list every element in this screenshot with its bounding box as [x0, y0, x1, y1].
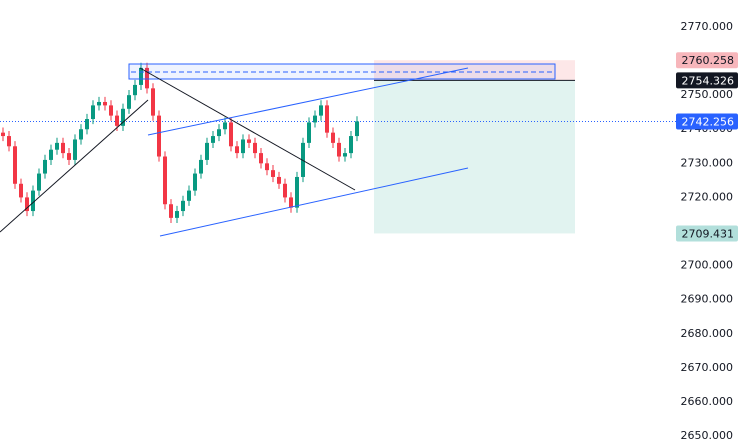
candle-body	[145, 67, 149, 89]
candle-body	[151, 88, 155, 116]
y-tick-label: 2730.000	[681, 156, 734, 169]
stop-zone	[374, 60, 575, 81]
y-tick-label: 2770.000	[681, 20, 734, 33]
candle-body	[193, 173, 197, 191]
candle-body	[85, 119, 89, 130]
target-zone	[374, 80, 575, 234]
candle-body	[337, 142, 341, 157]
candle-body	[103, 101, 107, 106]
candle-body	[223, 122, 227, 130]
candle-body	[175, 211, 179, 218]
price-label: 2760.258	[682, 54, 735, 67]
price-label: 2709.431	[682, 227, 735, 240]
candle-body	[289, 197, 293, 208]
candle-body	[349, 136, 353, 154]
candle-body	[37, 173, 41, 191]
candle-body	[319, 105, 323, 116]
candle-body	[1, 132, 5, 137]
candle-body	[217, 129, 221, 137]
candle-body	[181, 200, 185, 212]
candle-body	[55, 142, 59, 150]
candle-body	[277, 176, 281, 184]
price-label-box	[676, 72, 738, 89]
candle-body	[133, 84, 137, 96]
drawings	[0, 63, 556, 237]
candle-body	[97, 101, 101, 106]
price-axis: 2650.000 2660.000 2670.000 2680.000 2690.000…	[676, 20, 738, 442]
candle-body	[307, 122, 311, 143]
candle-body	[67, 153, 71, 160]
candle-body	[241, 139, 245, 154]
candle-body	[331, 132, 335, 143]
candle-body	[313, 115, 317, 123]
price-label-box	[676, 225, 738, 242]
candle-body	[271, 170, 275, 177]
candle-body	[205, 142, 209, 160]
candle-body	[73, 139, 77, 160]
candle-body	[79, 129, 83, 140]
candle-body	[13, 146, 17, 184]
candle-body	[235, 146, 239, 154]
y-tick-label: 2700.000	[681, 259, 734, 272]
candle-body	[139, 67, 143, 85]
candle-body	[199, 159, 203, 174]
candle-body	[121, 108, 125, 126]
y-tick-label: 2690.000	[681, 293, 734, 306]
candle-body	[283, 183, 287, 198]
candle-body	[253, 142, 257, 154]
candle-body	[229, 122, 233, 147]
candle-body	[211, 136, 215, 143]
candle-body	[127, 95, 131, 109]
y-tick-label: 2670.000	[681, 361, 734, 374]
y-tick-label: 2680.000	[681, 327, 734, 340]
candle-body	[43, 159, 47, 174]
candle-body	[169, 204, 173, 218]
candle-body	[7, 136, 11, 147]
candle-body	[163, 156, 167, 205]
candle-body	[325, 105, 329, 133]
candle-body	[259, 153, 263, 164]
trend-line	[139, 67, 356, 191]
candle-body	[49, 149, 53, 160]
candle-body	[19, 183, 23, 198]
candles	[1, 62, 359, 223]
candle-body	[61, 142, 65, 154]
candle-body	[109, 105, 113, 116]
candle-body	[115, 115, 119, 126]
trend-line	[0, 99, 149, 233]
y-tick-label: 2660.000	[681, 395, 734, 408]
candle-body	[343, 153, 347, 157]
y-tick-label: 2720.000	[681, 190, 734, 203]
candle-body	[91, 105, 95, 120]
y-tick-label: 2750.000	[681, 88, 734, 101]
candle-body	[247, 139, 251, 143]
channel-line	[147, 67, 469, 136]
candle-body	[355, 121, 359, 137]
candle-body	[295, 176, 299, 208]
price-label: 2742.256	[682, 116, 735, 129]
candle-body	[25, 197, 29, 212]
y-tick-label: 2650.000	[681, 429, 734, 442]
candle-body	[31, 190, 35, 212]
candle-body	[157, 115, 161, 157]
price-label: 2754.326	[682, 74, 735, 87]
price-label-box	[676, 113, 738, 130]
channel-line	[159, 167, 469, 237]
candle-body	[187, 190, 191, 201]
candle-body	[265, 163, 269, 171]
position-zones	[0, 60, 676, 234]
price-label-box	[676, 52, 738, 69]
